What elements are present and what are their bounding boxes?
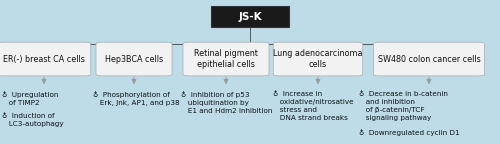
Text: JS-K: JS-K — [238, 12, 262, 22]
Text: ♁  Induction of
   LC3-autophagy: ♁ Induction of LC3-autophagy — [2, 113, 64, 127]
Text: ER(-) breast CA cells: ER(-) breast CA cells — [3, 55, 85, 64]
FancyBboxPatch shape — [96, 42, 172, 76]
FancyBboxPatch shape — [273, 42, 363, 76]
Text: Retinal pigment
epithelial cells: Retinal pigment epithelial cells — [194, 49, 258, 69]
Text: ♁  Decrease in b-catenin
   and inhibition
   of β-catenin/TCF
   signaling path: ♁ Decrease in b-catenin and inhibition o… — [359, 91, 448, 121]
Text: ♁  Increase in
   oxidative/nitrosative
   stress and
   DNA strand breaks: ♁ Increase in oxidative/nitrosative stre… — [273, 91, 353, 121]
Text: Hep3BCA cells: Hep3BCA cells — [105, 55, 163, 64]
FancyBboxPatch shape — [183, 42, 269, 76]
Text: Lung adenocarcinoma
cells: Lung adenocarcinoma cells — [273, 49, 363, 69]
FancyBboxPatch shape — [0, 42, 91, 76]
Text: SW480 colon cancer cells: SW480 colon cancer cells — [378, 55, 480, 64]
FancyBboxPatch shape — [374, 42, 484, 76]
FancyBboxPatch shape — [211, 6, 289, 27]
Text: ♁  Phosphorylation of
   Erk, Jnk, AP1, and p38: ♁ Phosphorylation of Erk, Jnk, AP1, and … — [93, 91, 180, 106]
Text: ♁  Inhibition of p53
   ubiquitination by
   E1 and Hdm2 inhibition: ♁ Inhibition of p53 ubiquitination by E1… — [181, 91, 272, 114]
Text: ♁  Upregulation
   of TIMP2: ♁ Upregulation of TIMP2 — [2, 91, 58, 106]
Text: ♁  Downregulated cyclin D1: ♁ Downregulated cyclin D1 — [359, 129, 460, 136]
